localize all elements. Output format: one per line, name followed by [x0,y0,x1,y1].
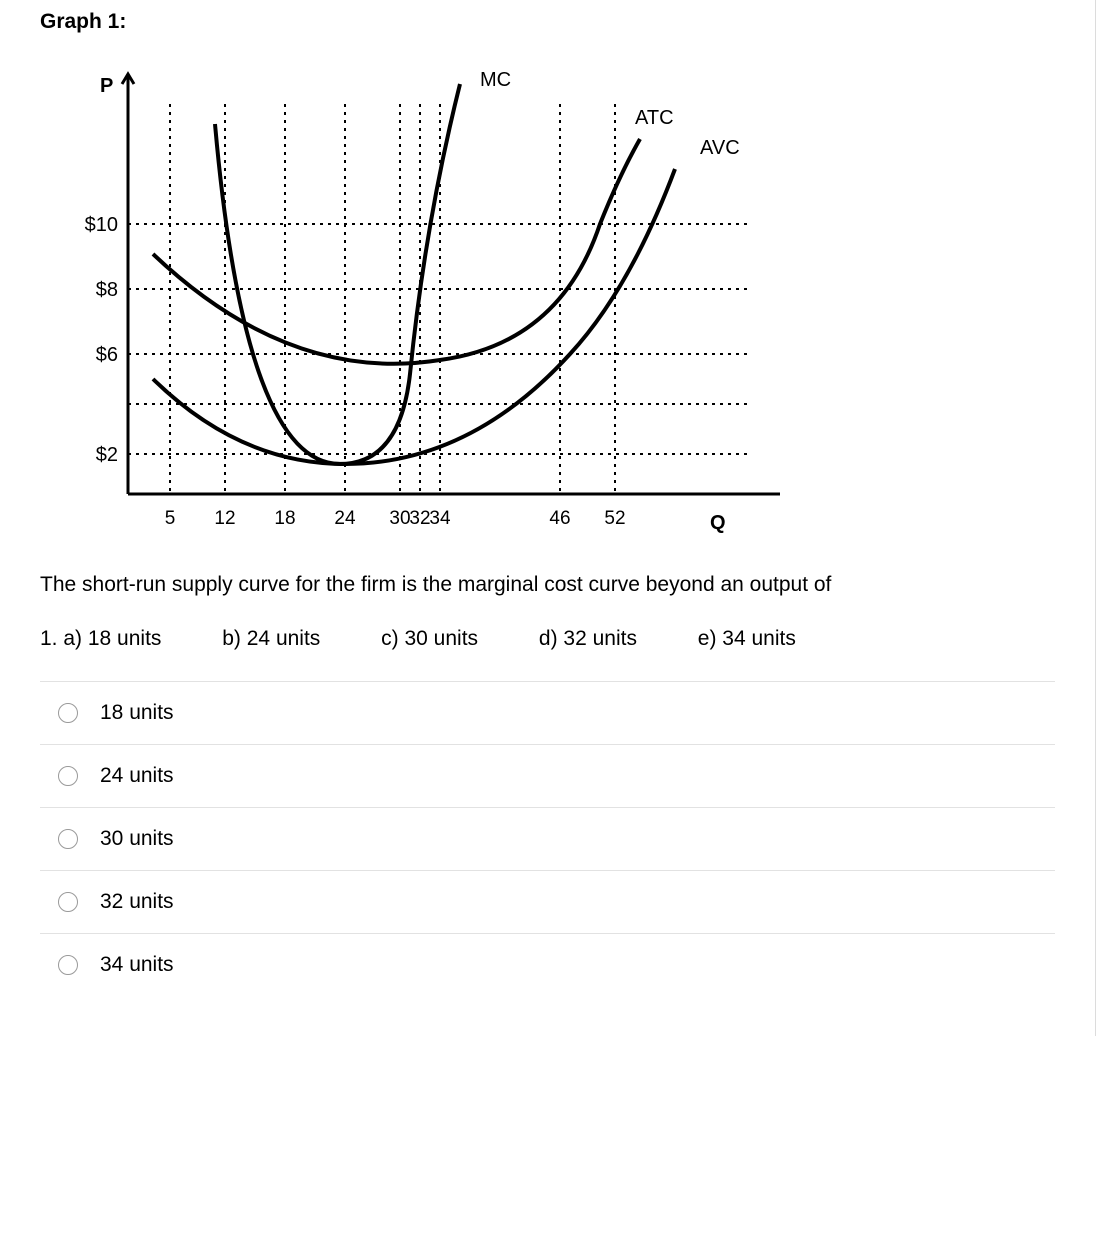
svg-text:P: P [100,75,113,97]
answer-row[interactable]: 24 units [40,745,1055,808]
radio-icon[interactable] [58,892,78,912]
radio-icon[interactable] [58,766,78,786]
svg-text:46: 46 [549,508,570,529]
option-e: e) 34 units [698,627,796,651]
answer-row[interactable]: 30 units [40,808,1055,871]
radio-icon[interactable] [58,955,78,975]
svg-text:18: 18 [274,508,295,529]
svg-text:$10: $10 [85,214,118,236]
answer-label: 32 units [100,890,174,914]
radio-icon[interactable] [58,703,78,723]
svg-text:5: 5 [165,508,176,529]
cost-curves-chart: P Q $10 $8 $6 $2 5 12 18 24 303234 46 52 MC ATC AVC [40,44,800,534]
svg-text:$6: $6 [96,344,118,366]
option-b: b) 24 units [222,627,320,651]
answer-list: 18 units 24 units 30 units 32 units 34 u… [40,681,1055,996]
answer-row[interactable]: 18 units [40,682,1055,745]
option-c: c) 30 units [381,627,478,651]
answer-row[interactable]: 32 units [40,871,1055,934]
inline-answer-options: 1. a) 18 units b) 24 units c) 30 units d… [40,627,1055,651]
option-a: 1. a) 18 units [40,627,161,651]
graph-title: Graph 1: [40,10,1055,34]
svg-text:Q: Q [710,512,726,534]
answer-row[interactable]: 34 units [40,934,1055,996]
svg-text:30: 30 [389,508,410,529]
answer-label: 34 units [100,953,174,977]
option-d: d) 32 units [539,627,637,651]
svg-text:$2: $2 [96,444,118,466]
svg-text:ATC: ATC [635,107,674,129]
question-text: The short-run supply curve for the firm … [40,569,1055,602]
svg-text:MC: MC [480,69,511,91]
answer-label: 18 units [100,701,174,725]
answer-label: 24 units [100,764,174,788]
svg-text:34: 34 [429,508,451,529]
answer-label: 30 units [100,827,174,851]
svg-text:24: 24 [334,508,356,529]
svg-text:52: 52 [604,508,625,529]
svg-text:12: 12 [214,508,235,529]
svg-text:$8: $8 [96,279,118,301]
svg-text:32: 32 [409,508,430,529]
radio-icon[interactable] [58,829,78,849]
svg-text:AVC: AVC [700,137,740,159]
